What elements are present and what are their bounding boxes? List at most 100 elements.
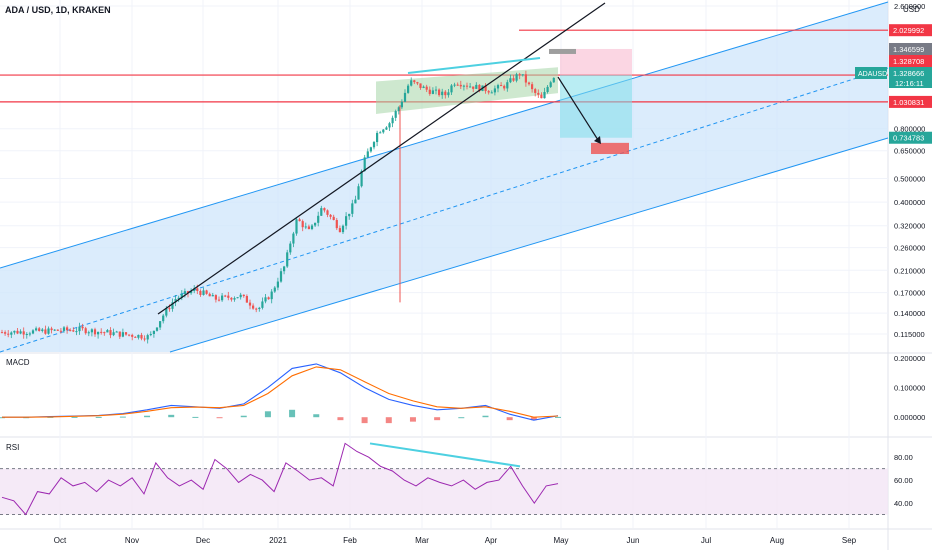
y-tick-label: 0.500000 <box>894 174 925 183</box>
x-tick-label: Jul <box>701 536 711 545</box>
candle-body <box>537 92 540 95</box>
target-box <box>591 142 629 155</box>
price-label-tag <box>889 95 932 108</box>
candle-body <box>434 89 438 91</box>
y-tick-label: 0.650000 <box>894 147 925 156</box>
macd-histogram-bar <box>530 417 537 421</box>
candle-body <box>447 92 450 96</box>
candle-body <box>202 290 205 295</box>
candle-body <box>152 330 155 334</box>
candle-body <box>87 332 90 334</box>
candle-body <box>186 291 190 294</box>
signal-line <box>2 366 559 418</box>
countdown-text: 12:16:11 <box>895 79 924 88</box>
candle-body <box>267 297 270 300</box>
candle-body <box>348 213 351 217</box>
price-label-text: 1.328666 <box>893 69 924 78</box>
candle-body <box>518 74 521 76</box>
candle-body <box>450 85 453 93</box>
candle-body <box>509 78 512 83</box>
candle-body <box>50 328 53 331</box>
x-tick-label: Feb <box>343 536 357 545</box>
candle-body <box>407 85 410 93</box>
candle-body <box>329 214 332 217</box>
rsi-line <box>1 442 559 516</box>
macd-pane-title: MACD <box>6 358 30 367</box>
y-tick-label: 0.400000 <box>894 198 925 207</box>
y-tick-label: 0.170000 <box>894 289 925 298</box>
candle-body <box>190 291 193 294</box>
candle-body <box>512 78 515 81</box>
y-tick-label: 0.320000 <box>894 222 925 231</box>
candle-body <box>391 117 394 124</box>
candle-body <box>385 127 388 130</box>
candle-body <box>465 85 469 87</box>
candle-body <box>75 331 78 333</box>
macd-y-tick: 0.100000 <box>894 384 925 393</box>
candle-body <box>314 222 317 226</box>
arrow-head <box>594 136 601 144</box>
candle-body <box>97 331 100 335</box>
candle-body <box>193 288 196 292</box>
x-tick-label: Dec <box>196 536 210 545</box>
price-label-tag <box>889 55 932 67</box>
candle-body <box>388 123 391 128</box>
candle-body <box>310 225 314 230</box>
candle-body <box>531 84 534 90</box>
candle-body <box>224 295 227 297</box>
y-tick-label: 0.800000 <box>894 125 925 134</box>
price-label-text: 1.328708 <box>893 57 924 66</box>
candle-body <box>236 297 239 299</box>
candle-body <box>227 295 230 298</box>
candle-body <box>217 299 221 301</box>
candle-body <box>372 142 376 148</box>
candle-body <box>248 302 252 306</box>
candle-body <box>258 307 261 310</box>
candle-body <box>376 132 379 143</box>
candle-body <box>490 92 493 94</box>
candle-body <box>456 84 459 86</box>
candle-body <box>233 298 236 300</box>
x-tick-label: Aug <box>770 536 784 545</box>
candle-body <box>38 328 41 331</box>
candle-body <box>214 295 217 300</box>
channel-mid-line <box>0 67 889 353</box>
candle-body <box>549 82 552 87</box>
symbol-tag <box>855 67 887 79</box>
candle-body <box>534 89 537 93</box>
candle-body <box>475 84 478 89</box>
candle-body <box>44 329 47 334</box>
candle-body <box>301 221 304 228</box>
candle-body <box>25 334 28 336</box>
candle-body <box>84 328 87 334</box>
macd-histogram-bar <box>458 417 465 419</box>
macd-histogram-bar <box>71 416 78 418</box>
candle-body <box>320 208 323 216</box>
macd-histogram-bar <box>409 417 416 422</box>
candle-body <box>317 215 320 223</box>
candle-body <box>503 85 506 89</box>
macd-histogram-bar <box>240 415 247 418</box>
candle-body <box>35 328 38 331</box>
symbol-text: ADAUSD <box>858 71 887 78</box>
macd-histogram-bar <box>192 416 199 418</box>
candle-body <box>338 228 341 233</box>
currency-label: USD <box>903 5 920 14</box>
candle-body <box>177 297 180 300</box>
candle-body <box>366 151 369 158</box>
candle-body <box>211 295 214 297</box>
rsi-pane-title: RSI <box>6 443 19 452</box>
candle-body <box>72 330 75 332</box>
candle-body <box>81 326 84 329</box>
macd-histogram-bar <box>482 415 489 418</box>
candle-body <box>425 86 428 90</box>
channel-fill <box>0 2 888 352</box>
candle-body <box>341 225 345 233</box>
candle-body <box>13 330 16 333</box>
y-tick-label: 0.260000 <box>894 244 925 253</box>
candle-body <box>400 101 403 108</box>
candle-body <box>351 203 354 214</box>
candle-body <box>283 266 286 272</box>
